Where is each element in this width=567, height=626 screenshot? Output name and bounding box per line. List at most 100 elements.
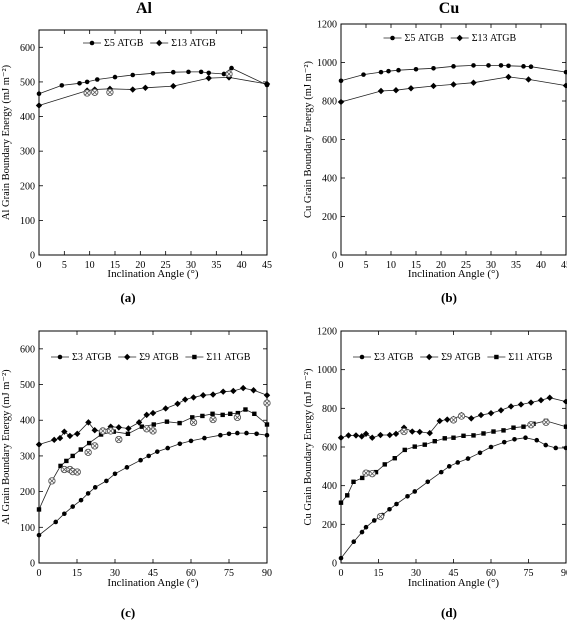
y-tick-label: 600 [20, 344, 35, 355]
legend-label: Σ9 ATGB [139, 352, 179, 363]
data-point [149, 409, 157, 417]
data-point [155, 449, 160, 454]
data-point [387, 506, 392, 512]
legend-entry: Σ5 ATGB [383, 33, 444, 44]
data-point [451, 435, 456, 440]
x-tick-label: 35 [511, 260, 521, 271]
data-point [177, 441, 183, 447]
data-point [188, 438, 194, 444]
legend-marker [456, 34, 463, 42]
series-0 [338, 435, 567, 561]
data-point [86, 440, 92, 446]
x-tick-label: 40 [536, 260, 546, 271]
data-point [189, 418, 198, 427]
data-point [230, 387, 237, 395]
data-point [413, 66, 419, 72]
data-point [170, 69, 176, 75]
x-tick-label: 75 [224, 568, 234, 579]
data-point [337, 434, 345, 441]
data-point [338, 500, 344, 505]
x-tick-label: 10 [386, 260, 396, 271]
column-title-al: Al [136, 0, 153, 17]
data-point [221, 71, 227, 77]
data-point [84, 79, 90, 85]
data-point [263, 399, 271, 407]
y-tick-label: 600 [20, 43, 35, 54]
legend-marker [89, 40, 95, 46]
y-tick-label: 100 [20, 523, 35, 534]
data-point [198, 69, 204, 75]
data-point [392, 430, 400, 438]
x-tick-label: 15 [72, 568, 82, 579]
data-point [407, 85, 415, 92]
data-point [392, 456, 397, 461]
data-point [35, 441, 43, 448]
y-tick-label: 600 [322, 135, 337, 146]
data-point [563, 424, 567, 429]
data-point [382, 462, 387, 467]
y-tick-label: 1000 [317, 365, 337, 376]
data-point [543, 442, 549, 448]
data-point [73, 468, 81, 476]
data-point [124, 465, 130, 470]
y-tick-label: 800 [322, 97, 337, 108]
data-point [425, 479, 431, 485]
data-point [430, 82, 437, 90]
legend-entry: Σ3 ATGB [51, 352, 112, 363]
y-tick-label: 0 [332, 559, 337, 570]
data-point [527, 399, 535, 406]
data-point [70, 504, 75, 509]
data-point [85, 491, 91, 496]
x-tick-label: 5 [364, 260, 369, 271]
data-point [135, 419, 143, 426]
series-0 [338, 63, 567, 84]
data-point [451, 64, 456, 69]
data-point [170, 82, 177, 90]
data-point [263, 392, 271, 399]
data-point [528, 64, 534, 70]
x-tick-label: 25 [161, 260, 171, 271]
series-1 [35, 74, 271, 109]
data-point [470, 79, 477, 86]
data-point [235, 410, 241, 416]
data-point [363, 524, 369, 530]
data-point [239, 384, 247, 392]
panel-label: (a) [120, 290, 135, 305]
legend-label: Σ5 ATGB [104, 38, 144, 49]
data-point [345, 493, 350, 498]
x-tick-label: 60 [486, 568, 496, 579]
data-point [396, 67, 401, 73]
series-1 [337, 394, 567, 441]
panel-label: (d) [441, 605, 457, 620]
data-point [77, 81, 82, 86]
data-point [164, 419, 170, 424]
y-tick-label: 0 [332, 251, 337, 262]
data-point [338, 78, 344, 84]
series-1 [337, 73, 567, 106]
data-point [66, 432, 74, 440]
panel-c: 0 15 30 45 60 75 90 0 100 200 300 400 500 600 Inclinat… [1, 330, 272, 620]
data-point [487, 409, 495, 417]
data-point [486, 63, 491, 68]
panel-a: 0 5 10 15 20 25 30 35 40 45 0 100 200 300 400 500 600 Inc… [1, 29, 272, 305]
data-point [511, 425, 516, 430]
x-tick-label: 0 [339, 260, 344, 271]
data-point [422, 442, 427, 447]
data-point [360, 475, 365, 481]
data-point [85, 419, 92, 426]
data-point [98, 432, 104, 437]
series-2 [338, 418, 567, 505]
y-tick-label: 600 [322, 443, 337, 454]
data-point [115, 424, 122, 431]
data-point [442, 436, 447, 441]
data-point [264, 422, 270, 427]
series-line [340, 76, 567, 103]
data-point [219, 388, 227, 395]
data-point [220, 412, 225, 418]
plot-frame [38, 29, 268, 256]
data-point [62, 511, 67, 517]
data-point [358, 433, 365, 440]
data-point [362, 430, 370, 438]
data-point [481, 431, 486, 436]
